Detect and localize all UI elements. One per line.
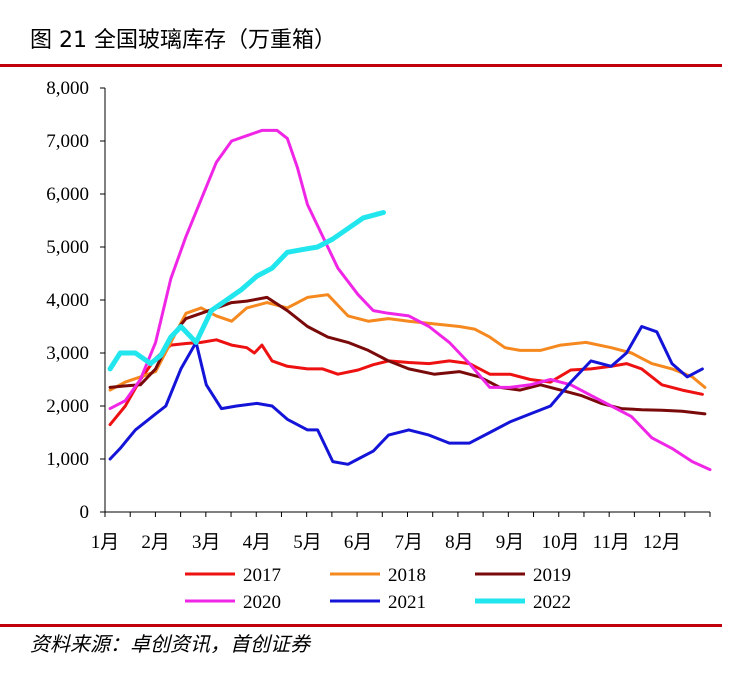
bottom-rule bbox=[0, 624, 722, 627]
y-tick-label: 8,000 bbox=[46, 78, 89, 99]
top-rule bbox=[0, 64, 722, 67]
y-tick-label: 7,000 bbox=[46, 131, 89, 152]
x-tick-label: 6月 bbox=[344, 532, 373, 553]
y-tick-label: 3,000 bbox=[46, 343, 89, 364]
legend-label-2018: 2018 bbox=[388, 565, 426, 586]
x-tick-label: 5月 bbox=[293, 532, 322, 553]
series-line-2018 bbox=[108, 293, 707, 392]
x-tick-label: 3月 bbox=[192, 532, 221, 553]
figure-title: 图 21 全国玻璃库存（万重箱） bbox=[30, 28, 336, 53]
x-tick-label: 12月 bbox=[643, 532, 681, 553]
series-line-2022 bbox=[107, 210, 386, 372]
y-tick-label: 5,000 bbox=[46, 237, 89, 258]
x-tick-label: 4月 bbox=[243, 532, 272, 553]
source-note: 资料来源：卓创资讯，首创证券 bbox=[30, 632, 310, 656]
y-tick-label: 0 bbox=[80, 502, 90, 523]
legend-label-2019: 2019 bbox=[533, 565, 571, 586]
x-tick-label: 2月 bbox=[141, 532, 170, 553]
x-tick-label: 10月 bbox=[542, 532, 580, 553]
legend-label-2017: 2017 bbox=[243, 565, 281, 586]
y-tick-label: 1,000 bbox=[46, 449, 89, 470]
series-line-2019 bbox=[108, 295, 707, 416]
legend-label-2022: 2022 bbox=[533, 592, 571, 613]
x-tick-label: 11月 bbox=[593, 532, 630, 553]
y-tick-label: 2,000 bbox=[46, 396, 89, 417]
x-tick-label: 7月 bbox=[395, 532, 424, 553]
series-layer bbox=[107, 128, 712, 472]
y-tick-label: 4,000 bbox=[46, 290, 89, 311]
x-tick-label: 9月 bbox=[496, 532, 525, 553]
chart-axes: 0 1,000 2,000 3,000 4,000 5,000 6,000 7,000 8,00… bbox=[46, 78, 711, 553]
y-tick-label: 6,000 bbox=[46, 184, 89, 205]
legend-label-2020: 2020 bbox=[243, 592, 281, 613]
x-tick-label: 8月 bbox=[445, 532, 474, 553]
x-tick-label: 1月 bbox=[91, 532, 120, 553]
legend-label-2021: 2021 bbox=[388, 592, 426, 613]
series-line-2020 bbox=[108, 128, 712, 472]
legend: 2017 2018 2019 2020 2021 2022 bbox=[185, 565, 571, 613]
